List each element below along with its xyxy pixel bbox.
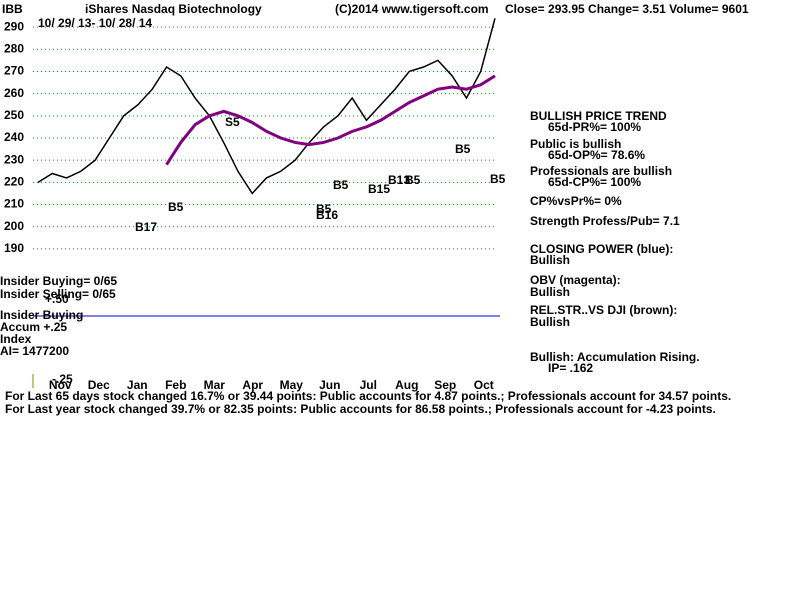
signal-label: B5 — [316, 202, 332, 216]
source: (C)2014 www.tigersoft.com — [335, 2, 489, 16]
indicator-note: 65d-CP%= 100% — [548, 175, 641, 189]
indicator-note: Bullish: Accumulation Rising. — [530, 350, 700, 364]
x-tick-label: Mar — [204, 378, 226, 392]
indicator-note: Bullish — [530, 285, 570, 299]
left-note: +.50 — [45, 292, 69, 306]
y-tick-label: 230 — [4, 152, 24, 166]
summary-line: For Last year stock changed 39.7% or 82.… — [5, 402, 716, 416]
x-tick-label: Sep — [434, 378, 456, 392]
y-tick-label: 270 — [4, 64, 24, 78]
signal-label: B15 — [368, 182, 390, 196]
indicator-note: Bullish — [530, 315, 570, 329]
y-tick-label: 240 — [4, 130, 24, 144]
x-tick-label: Oct — [474, 378, 494, 392]
left-note: -.25 — [52, 372, 73, 386]
signal-label: B5 — [333, 178, 349, 192]
indicator-note: 65d-OP%= 78.6% — [548, 148, 645, 162]
y-tick-label: 220 — [4, 175, 24, 189]
x-tick-label: Feb — [165, 378, 186, 392]
signal-label: B16 — [316, 208, 338, 222]
y-tick-label: 210 — [4, 197, 24, 211]
indicator-note: CLOSING POWER (blue): — [530, 242, 673, 256]
quote: Close= 293.95 Change= 3.51 Volume= 9601 — [505, 2, 749, 16]
x-tick-label: Apr — [242, 378, 263, 392]
y-tick-label: 190 — [4, 241, 24, 255]
y-tick-label: 200 — [4, 219, 24, 233]
x-tick-label: Dec — [88, 378, 110, 392]
indicator-note: REL.STR..VS DJI (brown): — [530, 303, 677, 317]
y-tick-label: 250 — [4, 108, 24, 122]
signal-label: B5 — [168, 200, 184, 214]
y-tick-label: 280 — [4, 41, 24, 55]
indicator-note: IP= .162 — [548, 361, 593, 375]
indicator-note: Public is bullish — [530, 137, 621, 151]
ticker: IBB — [2, 2, 23, 16]
indicator-note: 65d-PR%= 100% — [548, 120, 641, 134]
x-tick-label: Jan — [127, 378, 148, 392]
left-note: Insider Selling= 0/65 — [0, 287, 116, 301]
signal-label: B5 — [405, 173, 421, 187]
indicator-note: Professionals are bullish — [530, 164, 672, 178]
left-note: AI= 1477200 — [0, 344, 69, 358]
signal-label: B13 — [388, 173, 410, 187]
summary-line: For Last 65 days stock changed 16.7% or … — [5, 389, 731, 403]
indicator-note: Strength Profess/Pub= 7.1 — [530, 214, 680, 228]
date-range: 10/ 29/ 13- 10/ 28/ 14 — [38, 16, 152, 30]
indicator-note: Bullish — [530, 253, 570, 267]
signal-label: B5 — [490, 172, 506, 186]
indicator-note: CP%vsPr%= 0% — [530, 194, 622, 208]
x-tick-label: May — [280, 378, 304, 392]
x-tick-label: Aug — [395, 378, 418, 392]
signal-label: B5 — [455, 142, 471, 156]
y-tick-label: 290 — [4, 19, 24, 33]
left-note: Insider Buying= 0/65 — [0, 274, 117, 288]
left-note: Accum +.25 — [0, 320, 67, 334]
indicator-note: OBV (magenta): — [530, 273, 621, 287]
x-tick-label: Jul — [360, 378, 377, 392]
chart-title: iShares Nasdaq Biotechnology — [85, 2, 262, 16]
price-line — [165, 74, 496, 166]
signal-label: B17 — [135, 220, 157, 234]
left-note: Insider Buying — [0, 308, 83, 322]
left-note: Index — [0, 332, 32, 346]
signal-label: S5 — [225, 115, 240, 129]
indicator-note: BULLISH PRICE TREND — [530, 109, 667, 123]
y-tick-label: 260 — [4, 86, 24, 100]
x-tick-label: Nov — [49, 378, 72, 392]
x-tick-label: Jun — [319, 378, 340, 392]
price-line — [37, 18, 496, 195]
